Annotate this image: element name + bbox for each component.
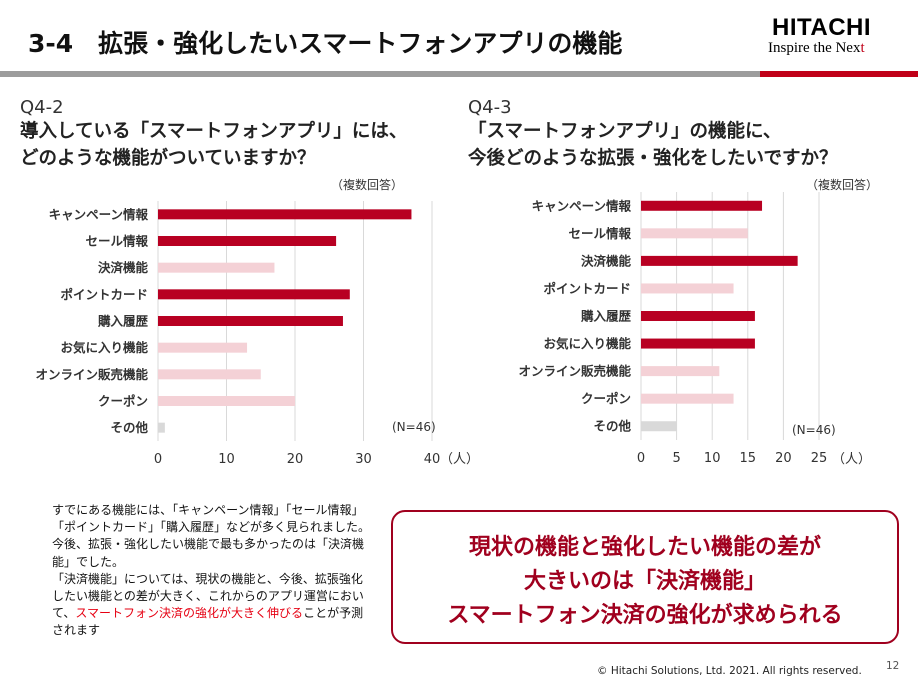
- logo-tagline: Inspire the Next: [768, 40, 865, 57]
- right-chart-bar: [641, 200, 763, 211]
- right-chart-unit: （人）: [832, 452, 872, 467]
- left-chart-category-label: キャンペーン情報: [49, 207, 149, 222]
- page-title: 3-4 拡張・強化したいスマートフォンアプリの機能: [28, 29, 623, 58]
- left-question-note: （複数回答）: [331, 178, 404, 192]
- right-chart-category-label: オンライン販売機能: [518, 364, 631, 379]
- right-chart-bar: [641, 393, 734, 404]
- left-chart-bar: [158, 236, 337, 246]
- right-chart-tick-label: 15: [740, 451, 757, 466]
- summary-highlight: スマートフォン決済の強化が大きく伸びる: [75, 606, 304, 621]
- header-rule-gray: [0, 71, 760, 77]
- left-chart-tick-label: 30: [355, 452, 372, 467]
- left-chart-tick-label: 40: [424, 452, 441, 467]
- left-chart-category-label: クーポン: [98, 394, 148, 409]
- left-question-code: Q4-2: [20, 97, 64, 118]
- left-chart-bar: [158, 209, 412, 220]
- conclusion-callout: 現状の機能と強化したい機能の差が 大きいのは「決済機能」 スマートフォン決済の強…: [391, 510, 899, 644]
- right-chart-bar: [641, 255, 798, 266]
- right-chart-n-label: (N=46): [792, 423, 836, 437]
- right-question-note: （複数回答）: [806, 178, 879, 192]
- callout-line-1: 現状の機能と強化したい機能の差が: [468, 535, 821, 560]
- left-chart-bar: [158, 289, 350, 300]
- summary-text: すでにある機能には、「キャンペーン情報」「セール情報」「ポイントカード」「購入履…: [52, 502, 374, 640]
- left-chart-n-label: (N=46): [392, 420, 436, 434]
- left-question-line1: 導入している「スマートフォンアプリ」には、: [20, 121, 408, 142]
- right-question-line2: 今後どのような拡張・強化をしたいですか？: [468, 148, 838, 169]
- logo-tagline-arrow: t: [860, 40, 865, 56]
- left-chart-bar: [158, 369, 261, 380]
- right-chart-bar: [641, 283, 734, 294]
- left-chart-category-label: 決済機能: [98, 260, 149, 275]
- right-chart-tick-label: 0: [637, 451, 645, 466]
- left-chart-bar: [158, 422, 165, 433]
- header-rule-red: [760, 71, 918, 77]
- summary-paragraph-3: ことが予測されます: [52, 606, 364, 638]
- right-chart-category-label: セール情報: [568, 226, 631, 241]
- right-chart-category-label: その他: [593, 419, 631, 434]
- callout-line-2: 大きいのは「決済機能」: [523, 569, 766, 594]
- logo-tagline-text: Inspire the Nex: [768, 40, 861, 56]
- summary-paragraph-1: すでにある機能には、「キャンペーン情報」「セール情報」「ポイントカード」「購入履…: [52, 503, 371, 569]
- right-chart-tick-label: 20: [775, 451, 792, 466]
- right-chart-tick-label: 25: [811, 451, 828, 466]
- left-chart-category-label: オンライン販売機能: [35, 367, 148, 382]
- left-bar-chart: 0 10 20 30 40 キャンペーン情報セール情報決済機能ポイントカード購入履歴お気に…: [35, 201, 441, 467]
- left-chart-category-label: セール情報: [85, 234, 148, 249]
- right-chart-category-label: クーポン: [581, 391, 631, 406]
- right-chart-tick-label: 5: [672, 451, 680, 466]
- right-chart-bar: [641, 311, 755, 321]
- left-chart-bar: [158, 316, 343, 326]
- left-chart-category-label: その他: [110, 420, 148, 435]
- right-chart-category-label: 購入履歴: [580, 309, 632, 324]
- right-chart-category-label: お気に入り機能: [543, 336, 631, 351]
- left-chart-tick-label: 10: [218, 452, 235, 467]
- right-chart-bar: [641, 366, 720, 377]
- callout-line-3: スマートフォン決済の強化が求められる: [447, 603, 843, 628]
- left-chart-bar: [158, 262, 275, 273]
- right-chart-tick-label: 10: [704, 451, 721, 466]
- left-chart-tick-label: 0: [154, 452, 162, 467]
- right-chart-bar: [641, 338, 755, 349]
- left-chart-bar: [158, 342, 248, 353]
- hitachi-logo: HITACHI: [772, 14, 872, 41]
- page-number: 12: [886, 660, 900, 672]
- right-bar-chart: 0 5 10 15 20 25 キャンペーン情報セール情報決済機能ポイントカード購入履歴お気…: [518, 192, 828, 466]
- copyright: © Hitachi Solutions, Ltd. 2021. All righ…: [597, 665, 862, 677]
- left-chart-category-label: お気に入り機能: [60, 340, 148, 355]
- left-chart-unit: （人）: [440, 452, 480, 467]
- right-question-code: Q4-3: [468, 97, 512, 118]
- right-chart-bar: [641, 228, 748, 239]
- right-chart-bar: [641, 421, 677, 432]
- left-chart-bar: [158, 396, 295, 406]
- left-chart-category-label: ポイントカード: [60, 287, 148, 302]
- left-question-line2: どのような機能がついていますか？: [20, 148, 316, 169]
- right-chart-category-label: キャンペーン情報: [532, 198, 632, 213]
- left-chart-category-label: 購入履歴: [97, 314, 149, 329]
- summary-paragraph-2: 「決済機能」については、現状の機能と、今後、拡張強化したい機能との差が大きく、こ…: [52, 571, 364, 621]
- right-chart-category-label: ポイントカード: [543, 281, 631, 296]
- right-chart-category-label: 決済機能: [581, 253, 632, 268]
- right-question-line1: 「スマートフォンアプリ」の機能に、: [468, 121, 782, 142]
- left-chart-tick-label: 20: [287, 452, 304, 467]
